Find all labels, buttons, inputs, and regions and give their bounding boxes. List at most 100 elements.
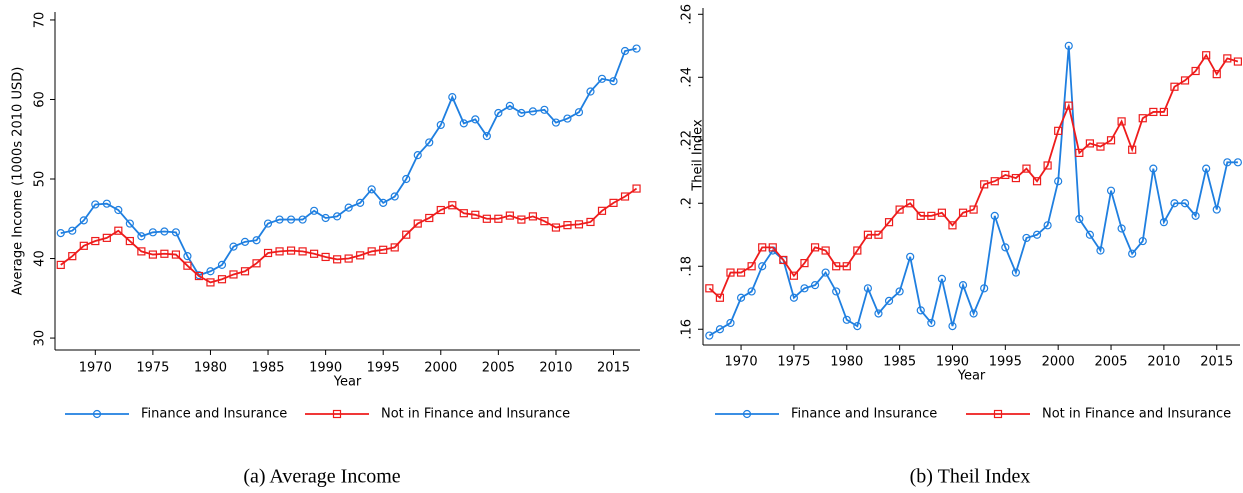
marker xyxy=(832,262,841,271)
marker xyxy=(574,220,584,229)
marker xyxy=(1022,164,1031,173)
y-tick-label: .24 xyxy=(680,67,695,88)
x-tick-label: 2000 xyxy=(1042,355,1075,370)
marker xyxy=(148,250,157,259)
marker xyxy=(789,293,799,302)
marker xyxy=(1117,224,1126,233)
marker xyxy=(1064,101,1073,110)
marker xyxy=(906,199,915,208)
x-axis-title: Year xyxy=(333,375,362,390)
marker xyxy=(517,215,526,224)
marker xyxy=(863,284,873,293)
marker xyxy=(206,267,215,276)
y-tick-label: .26 xyxy=(680,4,695,25)
x-tick-label: 2000 xyxy=(424,361,457,376)
marker xyxy=(758,243,767,252)
marker xyxy=(948,221,957,230)
y-tick-label: 30 xyxy=(33,330,48,347)
x-tick-label: 2015 xyxy=(597,361,630,376)
marker xyxy=(937,274,947,283)
marker xyxy=(1106,186,1116,195)
series-line xyxy=(708,45,1238,337)
marker xyxy=(528,212,538,221)
legend-label: Not in Finance and Insurance xyxy=(1042,407,1231,422)
marker xyxy=(853,322,862,331)
marker xyxy=(1212,70,1221,79)
caption: (a) Average Income xyxy=(243,466,400,488)
marker xyxy=(125,236,134,246)
marker xyxy=(471,210,480,219)
x-tick-label: 2005 xyxy=(1094,355,1127,370)
marker xyxy=(56,228,65,238)
y-tick-label: .2 xyxy=(680,197,695,209)
marker xyxy=(310,249,319,258)
marker xyxy=(206,278,215,287)
marker xyxy=(715,325,725,334)
marker xyxy=(356,251,365,260)
marker xyxy=(68,252,77,261)
marker xyxy=(1191,211,1200,220)
marker xyxy=(482,214,491,223)
marker xyxy=(1149,164,1158,173)
marker xyxy=(102,199,111,208)
marker xyxy=(1032,230,1042,239)
marker xyxy=(459,119,468,128)
marker xyxy=(528,107,538,116)
marker xyxy=(171,228,181,237)
marker xyxy=(948,322,957,331)
y-tick-label: 40 xyxy=(33,250,48,267)
marker xyxy=(980,180,989,189)
marker xyxy=(413,151,422,160)
marker xyxy=(993,409,1003,419)
marker xyxy=(895,205,904,214)
marker xyxy=(1001,243,1010,252)
marker xyxy=(1011,173,1020,183)
marker xyxy=(810,281,820,290)
x-tick-label: 2005 xyxy=(482,361,515,376)
x-tick-label: 1990 xyxy=(936,355,969,370)
marker xyxy=(356,198,365,207)
marker xyxy=(990,177,999,186)
marker xyxy=(853,246,862,255)
marker xyxy=(586,87,595,96)
marker xyxy=(229,242,238,251)
marker xyxy=(263,219,273,228)
marker xyxy=(1043,221,1052,230)
marker xyxy=(1170,82,1179,91)
marker xyxy=(160,249,169,258)
x-tick-label: 1980 xyxy=(830,355,863,370)
marker xyxy=(333,255,342,264)
marker xyxy=(958,281,968,290)
marker xyxy=(79,241,88,250)
marker xyxy=(56,260,65,270)
marker xyxy=(298,215,307,224)
marker xyxy=(379,198,388,207)
marker xyxy=(800,284,809,293)
marker xyxy=(620,46,630,56)
marker xyxy=(402,174,411,184)
marker xyxy=(413,219,422,228)
y-tick-label: 60 xyxy=(33,91,48,108)
legend-label: Not in Finance and Insurance xyxy=(381,407,570,422)
marker xyxy=(1032,177,1042,186)
marker xyxy=(789,271,799,280)
marker xyxy=(1138,114,1147,123)
marker xyxy=(895,287,904,296)
marker xyxy=(586,217,595,227)
marker xyxy=(1202,164,1211,173)
marker xyxy=(842,315,851,324)
x-tick-label: 1990 xyxy=(309,361,342,376)
marker xyxy=(1043,161,1052,170)
marker xyxy=(540,217,549,226)
y-tick-label: .16 xyxy=(680,319,695,340)
marker xyxy=(91,236,100,246)
marker xyxy=(1054,126,1063,135)
marker xyxy=(990,211,999,220)
marker xyxy=(927,211,936,220)
marker xyxy=(758,262,767,271)
marker xyxy=(263,248,273,258)
marker xyxy=(916,211,925,220)
marker xyxy=(1075,148,1084,157)
marker xyxy=(505,101,514,110)
